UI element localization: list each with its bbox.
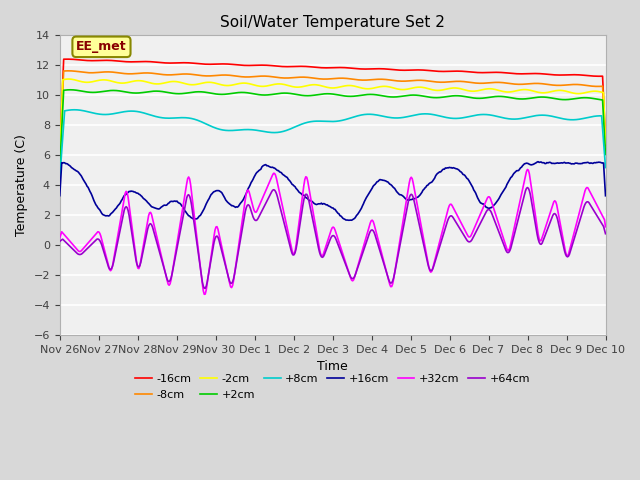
X-axis label: Time: Time (317, 360, 348, 373)
Text: EE_met: EE_met (76, 40, 127, 53)
Y-axis label: Temperature (C): Temperature (C) (15, 134, 28, 236)
Legend: -16cm, -8cm, -2cm, +2cm, +8cm, +16cm, +32cm, +64cm: -16cm, -8cm, -2cm, +2cm, +8cm, +16cm, +3… (131, 370, 534, 404)
Title: Soil/Water Temperature Set 2: Soil/Water Temperature Set 2 (220, 15, 445, 30)
